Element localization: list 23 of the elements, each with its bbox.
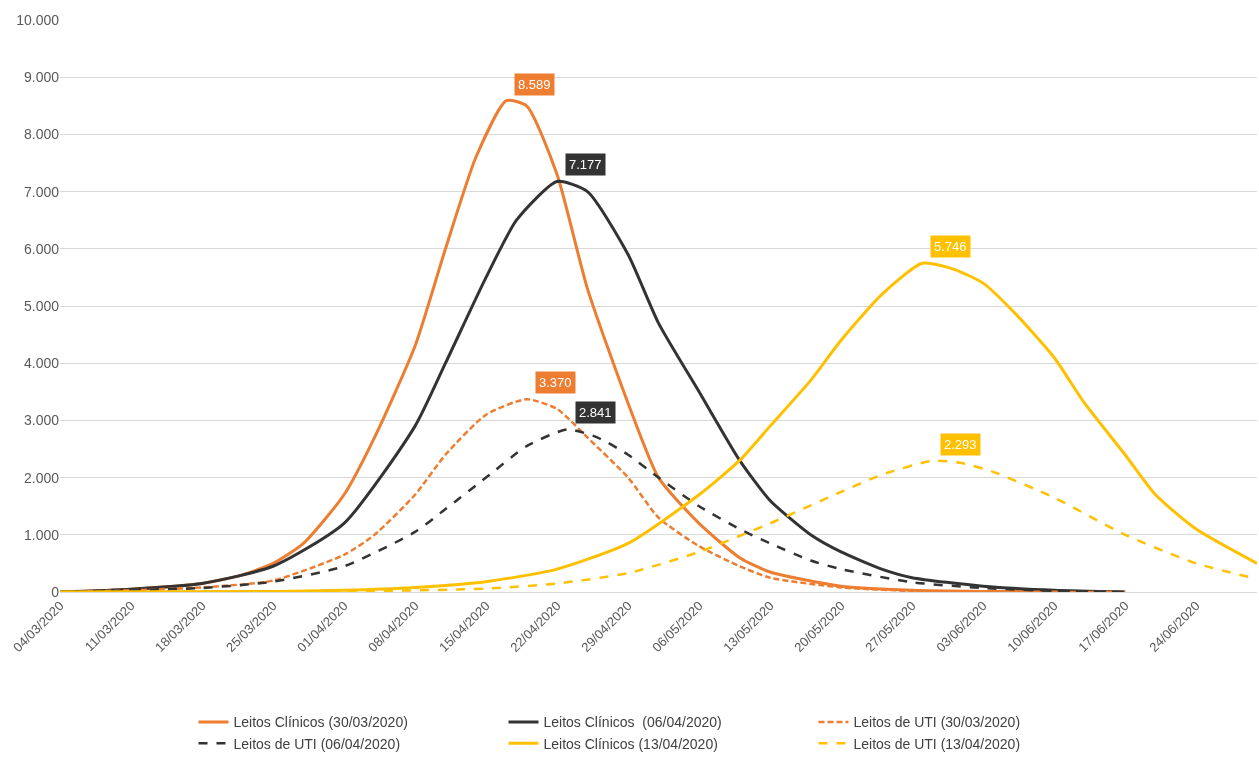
y-tick-label: 0 — [51, 583, 60, 600]
y-tick-label: 1.000 — [23, 526, 60, 543]
data-label: 2.293 — [944, 437, 977, 452]
y-tick-label: 9.000 — [23, 69, 60, 86]
legend-label: Leitos Clínicos (06/04/2020) — [543, 714, 722, 731]
y-tick-label: 2.000 — [23, 469, 60, 486]
y-tick-label: 3.000 — [23, 412, 60, 429]
data-label: 8.589 — [518, 77, 551, 92]
legend-label: Leitos Clínicos (13/04/2020) — [543, 735, 718, 752]
data-label: 3.370 — [539, 375, 572, 390]
legend-label: Leitos de UTI (30/03/2020) — [853, 714, 1021, 731]
y-tick-label: 7.000 — [23, 183, 60, 200]
y-tick-label: 5.000 — [23, 297, 60, 314]
data-label: 2.841 — [579, 405, 612, 420]
data-label: 7.177 — [569, 157, 602, 172]
y-tick-label: 6.000 — [23, 240, 60, 257]
legend-label: Leitos de UTI (13/04/2020) — [853, 735, 1021, 752]
legend-label: Leitos de UTI (06/04/2020) — [233, 735, 401, 752]
data-label: 5.746 — [934, 239, 967, 254]
y-tick-label: 4.000 — [23, 355, 60, 372]
legend-label: Leitos Clínicos (30/03/2020) — [233, 714, 408, 731]
y-tick-label: 8.000 — [23, 126, 60, 143]
y-tick-label: 10.000 — [16, 11, 60, 28]
